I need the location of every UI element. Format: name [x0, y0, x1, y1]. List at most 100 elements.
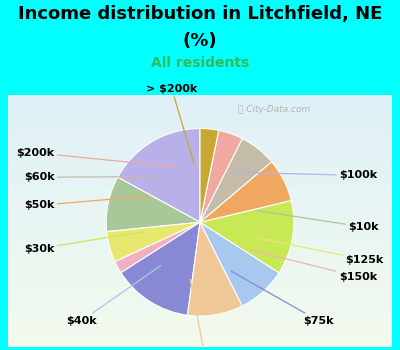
Text: $60k: $60k [24, 172, 164, 182]
Text: $75k: $75k [231, 271, 334, 326]
Bar [8, 94, 392, 97]
Bar [8, 248, 392, 251]
Bar [8, 173, 392, 175]
Bar [8, 175, 392, 178]
Wedge shape [115, 222, 200, 273]
Bar [8, 142, 392, 145]
Bar [8, 193, 392, 195]
Bar [8, 296, 392, 299]
Text: $30k: $30k [24, 232, 143, 253]
Wedge shape [200, 130, 242, 222]
Bar [8, 120, 392, 122]
Bar [8, 135, 392, 137]
Bar [8, 326, 392, 329]
Bar [8, 180, 392, 183]
Bar [8, 314, 392, 316]
Bar [8, 231, 392, 233]
Wedge shape [200, 139, 272, 222]
Bar [8, 160, 392, 162]
Wedge shape [200, 222, 279, 306]
Bar [8, 105, 392, 107]
Bar [8, 158, 392, 160]
Wedge shape [118, 128, 200, 222]
Text: $125k: $125k [256, 238, 384, 265]
Bar [8, 145, 392, 147]
Bar [8, 117, 392, 120]
Bar [8, 306, 392, 309]
Bar [8, 200, 392, 203]
Bar [8, 130, 392, 132]
Bar [8, 309, 392, 311]
Bar [8, 220, 392, 223]
Bar [8, 125, 392, 127]
Bar [8, 97, 392, 99]
Bar [8, 304, 392, 306]
Bar [8, 205, 392, 208]
Bar [8, 243, 392, 246]
Bar [8, 208, 392, 210]
Text: Income distribution in Litchfield, NE: Income distribution in Litchfield, NE [18, 5, 382, 23]
Wedge shape [188, 222, 242, 316]
Wedge shape [106, 177, 200, 232]
Bar [8, 203, 392, 205]
Bar [8, 263, 392, 266]
Text: > $200k: > $200k [146, 84, 198, 164]
Bar [8, 178, 392, 180]
Bar [8, 268, 392, 271]
Bar [8, 137, 392, 140]
Bar [8, 258, 392, 261]
Bar [8, 213, 392, 216]
Text: All residents: All residents [151, 56, 249, 70]
Bar [8, 122, 392, 125]
Text: ⓘ City-Data.com: ⓘ City-Data.com [238, 105, 311, 114]
Bar [8, 253, 392, 256]
Wedge shape [200, 128, 219, 222]
Bar [8, 321, 392, 324]
Bar [8, 112, 392, 115]
Bar [8, 276, 392, 279]
Bar [8, 216, 392, 218]
Bar [8, 195, 392, 198]
Bar [8, 301, 392, 304]
Bar [8, 236, 392, 238]
Text: $20k: $20k [190, 280, 220, 350]
Bar [8, 339, 392, 342]
Text: $100k: $100k [230, 170, 377, 180]
Bar [8, 291, 392, 294]
Bar [8, 241, 392, 243]
Bar [8, 294, 392, 296]
Bar [8, 261, 392, 263]
Bar [8, 198, 392, 200]
Text: $10k: $10k [257, 211, 379, 232]
Bar [8, 286, 392, 288]
Bar [8, 273, 392, 276]
Bar [8, 281, 392, 284]
Text: (%): (%) [183, 32, 217, 49]
Bar [8, 336, 392, 339]
Bar [8, 218, 392, 220]
Bar [8, 183, 392, 185]
Bar [8, 188, 392, 190]
Bar [8, 331, 392, 334]
Bar [8, 132, 392, 135]
Bar [8, 316, 392, 319]
Wedge shape [107, 222, 200, 262]
Wedge shape [121, 222, 200, 315]
Bar [8, 150, 392, 153]
Bar [8, 238, 392, 241]
Bar [8, 334, 392, 336]
Bar [8, 324, 392, 326]
Bar [8, 342, 392, 344]
Bar [8, 102, 392, 105]
Bar [8, 115, 392, 117]
Bar [8, 155, 392, 158]
Bar [8, 162, 392, 165]
Bar [8, 271, 392, 273]
Bar [8, 210, 392, 213]
Bar [8, 279, 392, 281]
Bar [8, 185, 392, 188]
Bar [8, 190, 392, 193]
Bar [8, 153, 392, 155]
Bar [8, 170, 392, 173]
Bar [8, 110, 392, 112]
